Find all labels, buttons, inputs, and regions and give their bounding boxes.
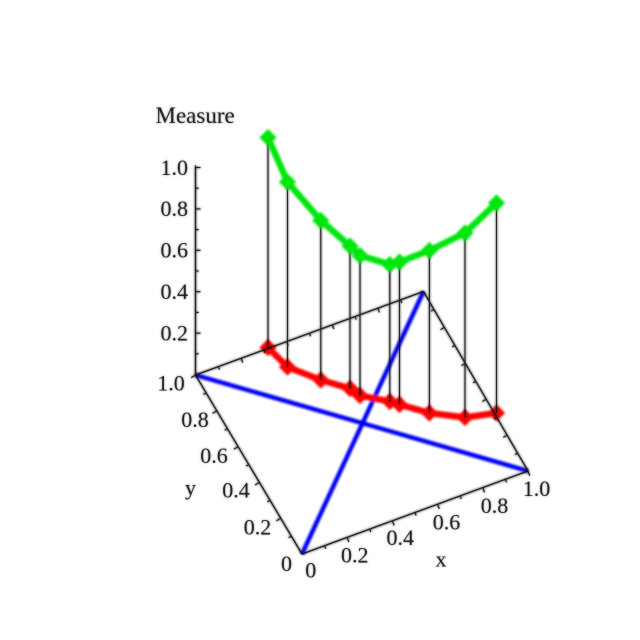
svg-text:y: y [185,475,196,500]
svg-text:0.6: 0.6 [433,509,461,534]
svg-text:0: 0 [281,551,292,576]
svg-text:0.6: 0.6 [200,443,228,468]
svg-text:0.6: 0.6 [161,238,189,263]
svg-text:0.2: 0.2 [161,320,189,345]
svg-text:0.2: 0.2 [161,320,189,345]
svg-text:0.2: 0.2 [244,514,272,539]
svg-text:1.0: 1.0 [523,476,551,501]
svg-text:0.8: 0.8 [481,493,509,518]
svg-text:Measure: Measure [156,103,235,128]
svg-text:1.0: 1.0 [523,476,551,501]
svg-text:0.4: 0.4 [161,279,189,304]
svg-text:0.6: 0.6 [433,509,461,534]
svg-text:x: x [436,546,447,571]
svg-text:0.8: 0.8 [161,196,189,221]
svg-text:0.8: 0.8 [481,493,509,518]
svg-text:0.2: 0.2 [341,542,369,567]
svg-text:0.8: 0.8 [181,407,209,432]
svg-text:0.2: 0.2 [244,514,272,539]
svg-text:Measure: Measure [156,103,235,128]
svg-text:1.0: 1.0 [161,155,189,180]
svg-text:0.8: 0.8 [161,196,189,221]
svg-text:0.6: 0.6 [200,443,228,468]
svg-text:x: x [436,546,447,571]
svg-text:0.4: 0.4 [161,279,189,304]
svg-text:0.2: 0.2 [341,542,369,567]
svg-text:0.4: 0.4 [386,525,414,550]
svg-text:1.0: 1.0 [157,370,185,395]
svg-text:0.8: 0.8 [181,407,209,432]
svg-text:y: y [185,475,196,500]
svg-text:0: 0 [305,557,316,582]
svg-text:0.4: 0.4 [386,525,414,550]
svg-text:0.4: 0.4 [222,477,250,502]
svg-text:1.0: 1.0 [161,155,189,180]
svg-text:0.4: 0.4 [222,477,250,502]
svg-text:0.6: 0.6 [161,238,189,263]
svg-text:0: 0 [281,551,292,576]
svg-text:1.0: 1.0 [157,370,185,395]
svg-text:0: 0 [305,557,316,582]
